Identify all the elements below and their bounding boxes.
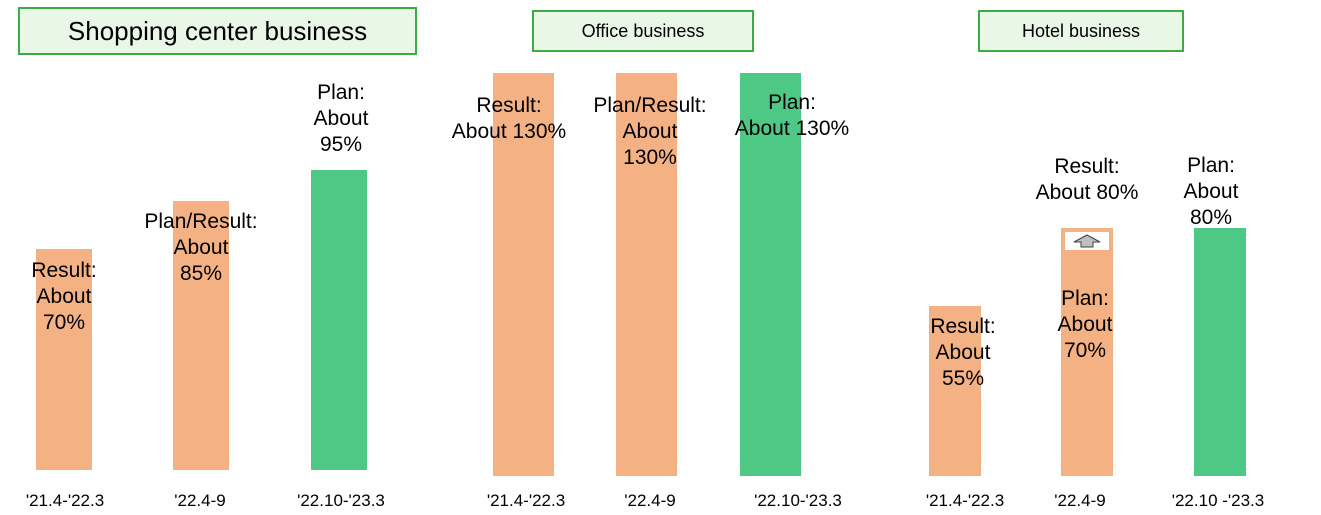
data-label: Plan: About 80% — [1183, 154, 1239, 229]
x-tick-label: '22.4-9 — [1054, 491, 1106, 510]
bar-result — [929, 305, 981, 476]
data-label: Result: About 55% — [930, 315, 996, 390]
data-label: Plan: About 130% — [734, 91, 850, 140]
bar-plan — [1194, 228, 1246, 476]
chart-title: Hotel business — [978, 10, 1184, 52]
data-label: Plan: About 70% — [1057, 287, 1113, 362]
data-label: Plan/Result: About 85% — [144, 210, 258, 285]
x-tick-label: '21.4-'22.3 — [25, 491, 105, 510]
bar-plan — [740, 73, 801, 476]
x-tick-label: '22.4-9 — [174, 491, 226, 510]
data-label: Result: About 130% — [451, 94, 567, 143]
bar-result — [493, 73, 554, 476]
chart-title: Office business — [532, 10, 754, 52]
bar-result — [1061, 259, 1113, 476]
data-label: Plan/Result: About 130% — [593, 94, 707, 169]
up-arrow-icon — [1065, 232, 1109, 250]
data-label: Plan: About 95% — [313, 81, 369, 156]
x-tick-label: '22.10-'23.3 — [754, 491, 842, 510]
chart-panel-office: Office business Result: About 130% Plan/R… — [430, 0, 880, 515]
bar-result — [36, 248, 92, 470]
data-label: Result: About 70% — [31, 259, 97, 334]
x-tick-label: '21.4-'22.3 — [925, 491, 1005, 510]
x-tick-label: '22.10 -'23.3 — [1171, 491, 1265, 510]
chart-title: Shopping center business — [18, 7, 417, 55]
bar-plan — [311, 169, 367, 470]
x-tick-label: '21.4-'22.3 — [486, 491, 566, 510]
annotation-label: Result: About 80% — [1035, 155, 1139, 204]
bar-result — [616, 73, 677, 476]
chart-panel-shopping-center: Shopping center business Result: About 7… — [0, 0, 440, 515]
chart-panel-hotel: Hotel business Result: About 55% Plan: Ab… — [880, 0, 1321, 515]
bar-result — [173, 201, 229, 470]
x-tick-label: '22.4-9 — [624, 491, 676, 510]
x-tick-label: '22.10-'23.3 — [297, 491, 385, 510]
